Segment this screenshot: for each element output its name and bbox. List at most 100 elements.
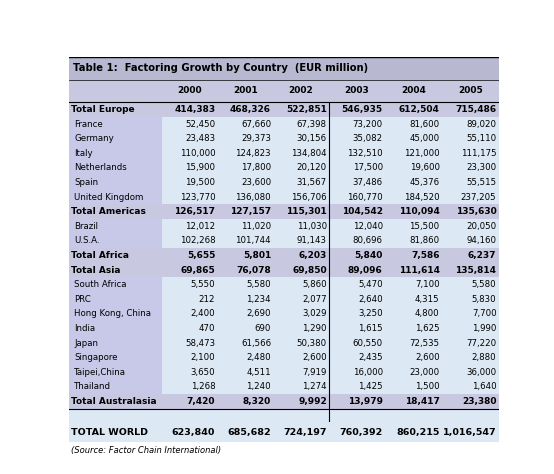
- Text: 67,660: 67,660: [241, 119, 271, 128]
- Text: 31,567: 31,567: [297, 178, 327, 187]
- Text: 89,020: 89,020: [466, 119, 496, 128]
- Text: 623,840: 623,840: [172, 428, 215, 438]
- Text: 2,480: 2,480: [247, 353, 271, 362]
- Text: 7,420: 7,420: [187, 397, 215, 406]
- Bar: [162, 365, 499, 380]
- Text: 1,425: 1,425: [358, 383, 383, 392]
- Text: 89,096: 89,096: [348, 265, 383, 274]
- Text: 612,504: 612,504: [399, 105, 439, 114]
- Text: 2005: 2005: [458, 86, 483, 95]
- Bar: [162, 131, 499, 146]
- Text: 15,900: 15,900: [185, 164, 215, 173]
- Text: Total Australasia: Total Australasia: [71, 397, 157, 406]
- Text: 11,030: 11,030: [297, 222, 327, 231]
- Text: 6,203: 6,203: [299, 251, 327, 260]
- Bar: [69, 263, 499, 277]
- Text: 110,094: 110,094: [399, 207, 439, 216]
- Bar: [162, 380, 499, 394]
- Text: Italy: Italy: [74, 149, 93, 158]
- Text: 23,000: 23,000: [409, 368, 439, 377]
- Text: 7,586: 7,586: [411, 251, 439, 260]
- Bar: [69, 204, 499, 219]
- Bar: [162, 321, 499, 336]
- Text: 126,517: 126,517: [174, 207, 215, 216]
- Bar: [69, 146, 162, 161]
- Text: 80,696: 80,696: [353, 237, 383, 246]
- Text: Germany: Germany: [74, 134, 114, 143]
- Text: TOTAL WORLD: TOTAL WORLD: [71, 428, 148, 438]
- Text: 110,000: 110,000: [179, 149, 215, 158]
- Text: 5,550: 5,550: [191, 280, 215, 289]
- Text: 94,160: 94,160: [466, 237, 496, 246]
- Text: Brazil: Brazil: [74, 222, 99, 231]
- Text: 3,250: 3,250: [358, 310, 383, 319]
- Text: 5,470: 5,470: [358, 280, 383, 289]
- Text: 1,640: 1,640: [472, 383, 496, 392]
- Bar: [69, 57, 499, 80]
- Text: 724,197: 724,197: [283, 428, 327, 438]
- Text: 69,850: 69,850: [293, 265, 327, 274]
- Bar: [69, 161, 162, 175]
- Text: 8,320: 8,320: [243, 397, 271, 406]
- Text: 123,770: 123,770: [179, 192, 215, 201]
- Text: 1,615: 1,615: [358, 324, 383, 333]
- Text: 546,935: 546,935: [342, 105, 383, 114]
- Text: Netherlands: Netherlands: [74, 164, 127, 173]
- Bar: [69, 350, 162, 365]
- Text: Total Africa: Total Africa: [71, 251, 129, 260]
- Text: 156,706: 156,706: [291, 192, 327, 201]
- Text: India: India: [74, 324, 95, 333]
- Bar: [69, 292, 162, 307]
- Bar: [162, 277, 499, 292]
- Text: 4,315: 4,315: [415, 295, 439, 304]
- Text: 2002: 2002: [289, 86, 314, 95]
- Text: 5,580: 5,580: [472, 280, 496, 289]
- Text: 2003: 2003: [345, 86, 370, 95]
- Text: 101,744: 101,744: [235, 237, 271, 246]
- Text: 55,110: 55,110: [466, 134, 496, 143]
- Text: 760,392: 760,392: [340, 428, 383, 438]
- Text: 30,156: 30,156: [297, 134, 327, 143]
- Text: 132,510: 132,510: [347, 149, 383, 158]
- Text: 136,080: 136,080: [235, 192, 271, 201]
- Bar: [69, 131, 162, 146]
- Bar: [162, 336, 499, 350]
- Text: 12,040: 12,040: [352, 222, 383, 231]
- Text: 685,682: 685,682: [228, 428, 271, 438]
- Text: 127,157: 127,157: [230, 207, 271, 216]
- Text: 69,865: 69,865: [181, 265, 215, 274]
- Bar: [162, 307, 499, 321]
- Text: 1,240: 1,240: [247, 383, 271, 392]
- Text: 20,120: 20,120: [297, 164, 327, 173]
- Text: 2,435: 2,435: [358, 353, 383, 362]
- Text: 67,398: 67,398: [297, 119, 327, 128]
- Text: 522,851: 522,851: [286, 105, 327, 114]
- Text: 5,840: 5,840: [355, 251, 383, 260]
- Text: 5,860: 5,860: [302, 280, 327, 289]
- Text: Total Europe: Total Europe: [71, 105, 135, 114]
- Text: 7,700: 7,700: [472, 310, 496, 319]
- Bar: [69, 409, 499, 442]
- Text: 73,200: 73,200: [352, 119, 383, 128]
- Text: Table 1:  Factoring Growth by Country  (EUR million): Table 1: Factoring Growth by Country (EU…: [73, 63, 368, 73]
- Text: 12,012: 12,012: [185, 222, 215, 231]
- Text: 15,500: 15,500: [409, 222, 439, 231]
- Text: 1,500: 1,500: [415, 383, 439, 392]
- Text: 2001: 2001: [233, 86, 258, 95]
- Text: 58,473: 58,473: [185, 338, 215, 347]
- Bar: [69, 277, 162, 292]
- Text: Japan: Japan: [74, 338, 99, 347]
- Text: 19,500: 19,500: [185, 178, 215, 187]
- Text: United Kingdom: United Kingdom: [74, 192, 144, 201]
- Text: 690: 690: [255, 324, 271, 333]
- Text: 860,215: 860,215: [396, 428, 439, 438]
- Text: 237,205: 237,205: [461, 192, 496, 201]
- Bar: [162, 350, 499, 365]
- Text: 1,290: 1,290: [302, 324, 327, 333]
- Text: 1,625: 1,625: [415, 324, 439, 333]
- Text: (Source: Factor Chain International): (Source: Factor Chain International): [71, 446, 221, 455]
- Bar: [162, 292, 499, 307]
- Text: 18,417: 18,417: [404, 397, 439, 406]
- Text: 160,770: 160,770: [347, 192, 383, 201]
- Bar: [69, 394, 499, 409]
